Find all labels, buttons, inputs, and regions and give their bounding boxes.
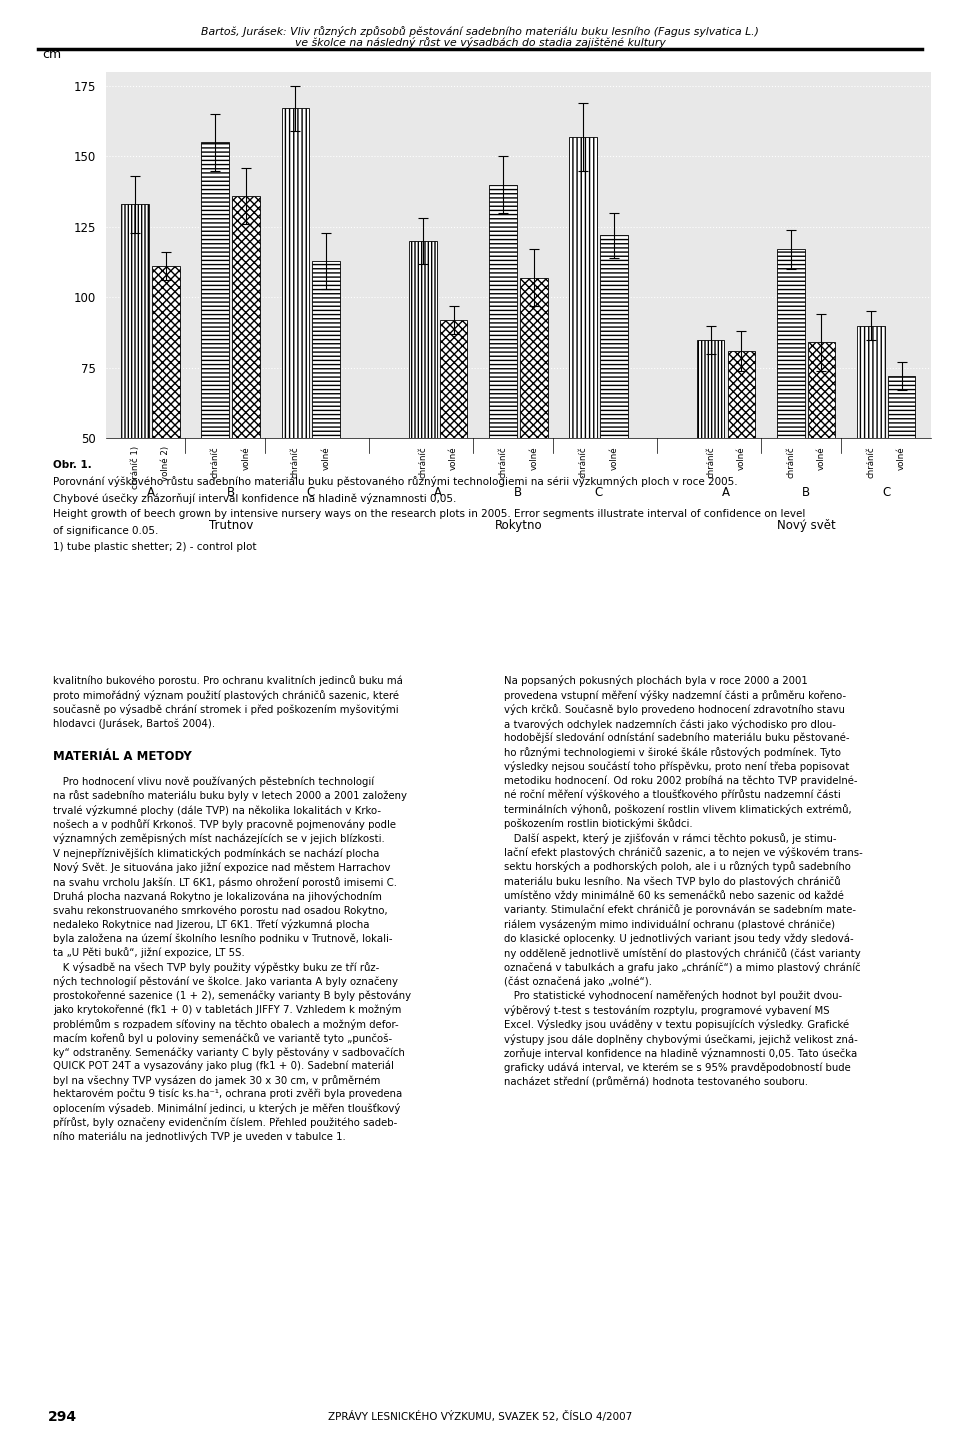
Text: ZPRÁVY LESNICKÉHO VÝZKUMU, SVAZEK 52, ČÍSLO 4/2007: ZPRÁVY LESNICKÉHO VÝZKUMU, SVAZEK 52, ČÍ… bbox=[328, 1411, 632, 1423]
Bar bbox=[520, 277, 547, 579]
Bar bbox=[569, 137, 597, 579]
Text: B: B bbox=[227, 486, 235, 499]
Bar bbox=[121, 204, 149, 579]
Bar bbox=[153, 266, 180, 579]
Bar bbox=[440, 320, 468, 579]
Text: B: B bbox=[515, 486, 522, 499]
Text: kvalitního bukového porostu. Pro ochranu kvalitních jedinců buku má
proto mimořá: kvalitního bukového porostu. Pro ochranu… bbox=[53, 675, 402, 729]
Bar bbox=[600, 236, 628, 579]
Text: Na popsaných pokusných plochách byla v roce 2000 a 2001
provedena vstupní měření: Na popsaných pokusných plochách byla v r… bbox=[504, 675, 863, 1086]
Text: C: C bbox=[882, 486, 890, 499]
Text: Obr. 1.: Obr. 1. bbox=[53, 460, 91, 470]
Bar bbox=[728, 351, 756, 579]
Text: Nový svět: Nový svět bbox=[777, 519, 835, 532]
Bar bbox=[888, 376, 916, 579]
Bar bbox=[857, 326, 884, 579]
Text: Rokytno: Rokytno bbox=[494, 519, 542, 532]
Text: MATERIÁL A METODY: MATERIÁL A METODY bbox=[53, 750, 192, 763]
Text: Porovnání výškového růstu sadebního materiálu buku pěstovaného různými technolog: Porovnání výškového růstu sadebního mate… bbox=[53, 476, 737, 487]
Text: Bartoš, Jurásek: Vliv různých způsobů pěstování sadebního materiálu buku lesního: Bartoš, Jurásek: Vliv různých způsobů pě… bbox=[201, 26, 759, 37]
Bar bbox=[807, 342, 835, 579]
Text: C: C bbox=[306, 486, 315, 499]
Bar bbox=[202, 142, 229, 579]
Bar bbox=[777, 250, 804, 579]
Text: Height growth of beech grown by intensive nursery ways on the research plots in : Height growth of beech grown by intensiv… bbox=[53, 509, 805, 519]
Text: A: A bbox=[722, 486, 730, 499]
Text: C: C bbox=[594, 486, 603, 499]
Bar bbox=[312, 260, 340, 579]
Text: cm: cm bbox=[42, 47, 61, 60]
Bar bbox=[490, 184, 516, 579]
Text: ve školce na následný růst ve výsadbách do stadia zajištěné kultury: ve školce na následný růst ve výsadbách … bbox=[295, 37, 665, 49]
Bar bbox=[232, 195, 260, 579]
Text: A: A bbox=[147, 486, 155, 499]
Text: Chybové úsečky znázorňují interval konfidence na hladině významnosti 0,05.: Chybové úsečky znázorňují interval konfi… bbox=[53, 493, 456, 504]
Text: B: B bbox=[802, 486, 810, 499]
Bar bbox=[281, 109, 309, 579]
Text: Pro hodnocení vlivu nově používaných pěstebních technologií
na růst sadebního ma: Pro hodnocení vlivu nově používaných pěs… bbox=[53, 776, 411, 1142]
Text: Trutnov: Trutnov bbox=[208, 519, 252, 532]
Bar bbox=[697, 339, 725, 579]
Text: 1) tube plastic shetter; 2) - control plot: 1) tube plastic shetter; 2) - control pl… bbox=[53, 542, 256, 552]
Text: of significance 0.05.: of significance 0.05. bbox=[53, 526, 158, 536]
Bar bbox=[409, 241, 437, 579]
Text: 294: 294 bbox=[48, 1410, 77, 1424]
Text: A: A bbox=[434, 486, 443, 499]
